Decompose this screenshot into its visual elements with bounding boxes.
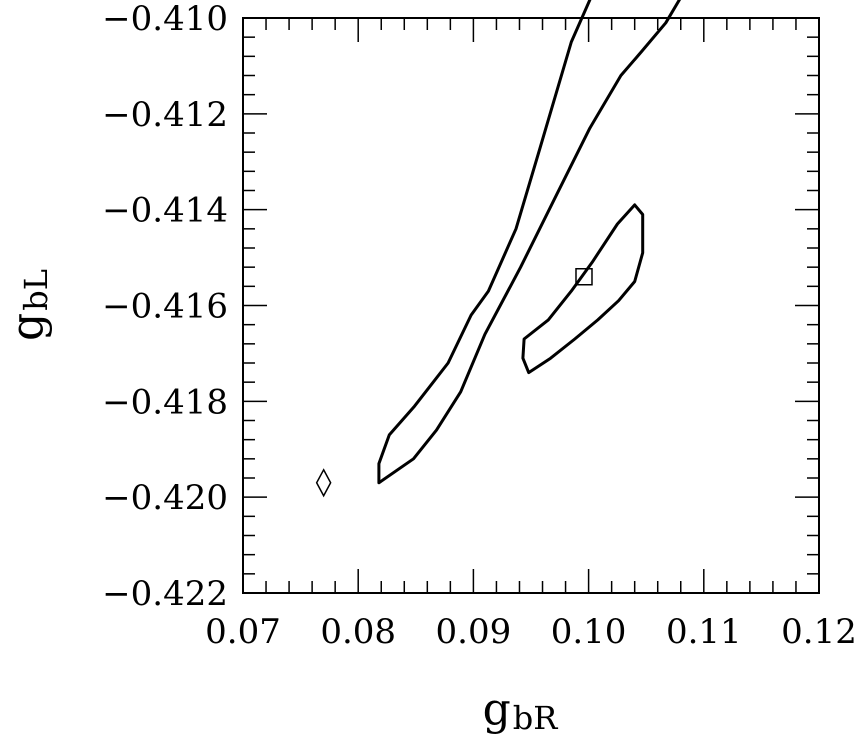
axis-ticks (242, 17, 820, 594)
inner-contour (521, 203, 645, 375)
y-tick-label: −0.420 (102, 478, 228, 518)
outer-contour (377, 0, 682, 485)
x-axis-label-main: g (483, 684, 511, 735)
x-tick-label: 0.11 (666, 612, 742, 652)
y-axis-label: gbL (2, 269, 55, 341)
y-tick-label: −0.418 (102, 382, 228, 422)
plot-frame (242, 17, 820, 594)
square-marker (575, 268, 593, 286)
x-axis-label-sub: bR (513, 699, 558, 736)
x-axis-label: gbR (483, 684, 559, 736)
y-axis-label-main: g (2, 313, 53, 341)
point-markers (315, 268, 593, 498)
y-tick-label: −0.422 (102, 574, 228, 614)
confidence-contours (377, 0, 682, 485)
x-tick-label: 0.07 (205, 612, 281, 652)
y-tick-label: −0.416 (102, 287, 228, 327)
y-tick-label: −0.410 (102, 0, 228, 39)
diamond-marker (315, 468, 332, 498)
y-axis-label-sub: bL (17, 269, 55, 311)
x-tick-label: 0.10 (551, 612, 627, 652)
tick-labels: 0.07 0.08 0.09 0.10 0.11 0.12 −0.410 −0.412 −0.4… (102, 0, 857, 652)
y-tick-label: −0.412 (102, 95, 228, 135)
y-tick-label: −0.414 (102, 191, 228, 231)
x-tick-label: 0.09 (436, 612, 512, 652)
x-tick-label: 0.12 (781, 612, 857, 652)
x-tick-label: 0.08 (320, 612, 396, 652)
